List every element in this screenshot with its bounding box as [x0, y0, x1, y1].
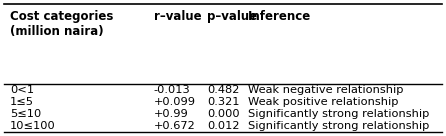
Text: +0.672: +0.672	[154, 121, 196, 131]
Text: 0.482: 0.482	[207, 85, 240, 95]
Text: -0.013: -0.013	[154, 85, 190, 95]
Text: 10≤100: 10≤100	[10, 121, 56, 131]
Text: 1≤5: 1≤5	[10, 97, 34, 107]
Text: 0.321: 0.321	[207, 97, 240, 107]
Text: p–value: p–value	[207, 10, 257, 23]
Text: 0<1: 0<1	[10, 85, 34, 95]
Text: Inference: Inference	[248, 10, 311, 23]
Text: 0.012: 0.012	[207, 121, 240, 131]
Text: Cost categories
(million naira): Cost categories (million naira)	[10, 10, 113, 38]
Text: 5≤10: 5≤10	[10, 109, 41, 119]
Text: Weak negative relationship: Weak negative relationship	[248, 85, 403, 95]
Text: Significantly strong relationship: Significantly strong relationship	[248, 109, 429, 119]
Text: r–value: r–value	[154, 10, 202, 23]
Text: +0.099: +0.099	[154, 97, 196, 107]
Text: +0.99: +0.99	[154, 109, 189, 119]
Text: 0.000: 0.000	[207, 109, 240, 119]
Text: Significantly strong relationship: Significantly strong relationship	[248, 121, 429, 131]
Text: Weak positive relationship: Weak positive relationship	[248, 97, 398, 107]
